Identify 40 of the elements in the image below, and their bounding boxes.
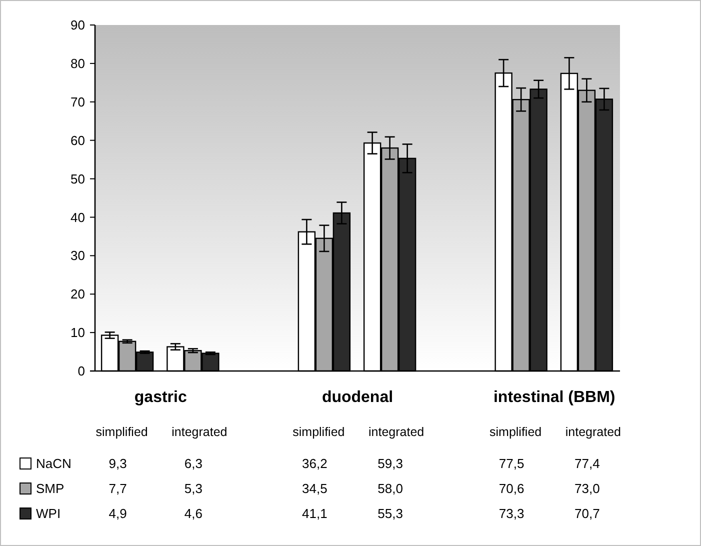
data-label: 73,0 xyxy=(574,481,600,496)
x-tick-label: simplified xyxy=(490,425,542,439)
y-tick-label: 10 xyxy=(70,325,85,340)
legend-label: WPI xyxy=(36,506,61,521)
data-label: 5,3 xyxy=(184,481,202,496)
legend-label: SMP xyxy=(36,481,64,496)
y-tick-label: 90 xyxy=(70,18,85,33)
data-label: 55,3 xyxy=(378,506,403,521)
data-label: 77,5 xyxy=(498,456,524,471)
y-tick-label: 20 xyxy=(70,286,85,302)
text: duodenal xyxy=(322,389,394,406)
y-tick-label: 0 xyxy=(78,364,85,379)
data-label: 9,3 xyxy=(108,456,127,471)
data-label: 6,3 xyxy=(184,456,202,471)
text: intestinal (BBM) xyxy=(493,389,616,406)
x-tick-label: integrated xyxy=(565,425,622,439)
data-label: 7,7 xyxy=(108,481,127,496)
legend-label: NaCN xyxy=(36,456,72,471)
data-label: 77,4 xyxy=(574,456,600,471)
data-label: 41,1 xyxy=(302,506,328,521)
data-label: 73,3 xyxy=(498,506,524,521)
data-label: 70,6 xyxy=(498,481,524,496)
data-label: 4,6 xyxy=(184,506,202,521)
x-tick-label: integrated xyxy=(368,425,424,439)
y-tick-label: 60 xyxy=(70,132,85,148)
data-label: 59,3 xyxy=(378,456,403,471)
y-tick-label: 70 xyxy=(70,94,85,110)
y-tick-label: 50 xyxy=(70,171,85,186)
x-tick-label: simplified xyxy=(96,425,148,439)
data-label: 58,0 xyxy=(378,481,403,496)
y-tick-label: 80 xyxy=(70,56,85,71)
x-tick-label: integrated xyxy=(172,425,228,439)
x-tick-label: simplified xyxy=(292,425,345,439)
data-label: 36,2 xyxy=(302,456,328,471)
data-label: 34,5 xyxy=(302,481,328,496)
data-label: 70,7 xyxy=(574,506,600,521)
y-tick-label: 30 xyxy=(70,248,85,264)
y-tick-label: 40 xyxy=(70,210,85,225)
text: gastric xyxy=(134,389,187,406)
data-label: 4,9 xyxy=(108,506,127,521)
